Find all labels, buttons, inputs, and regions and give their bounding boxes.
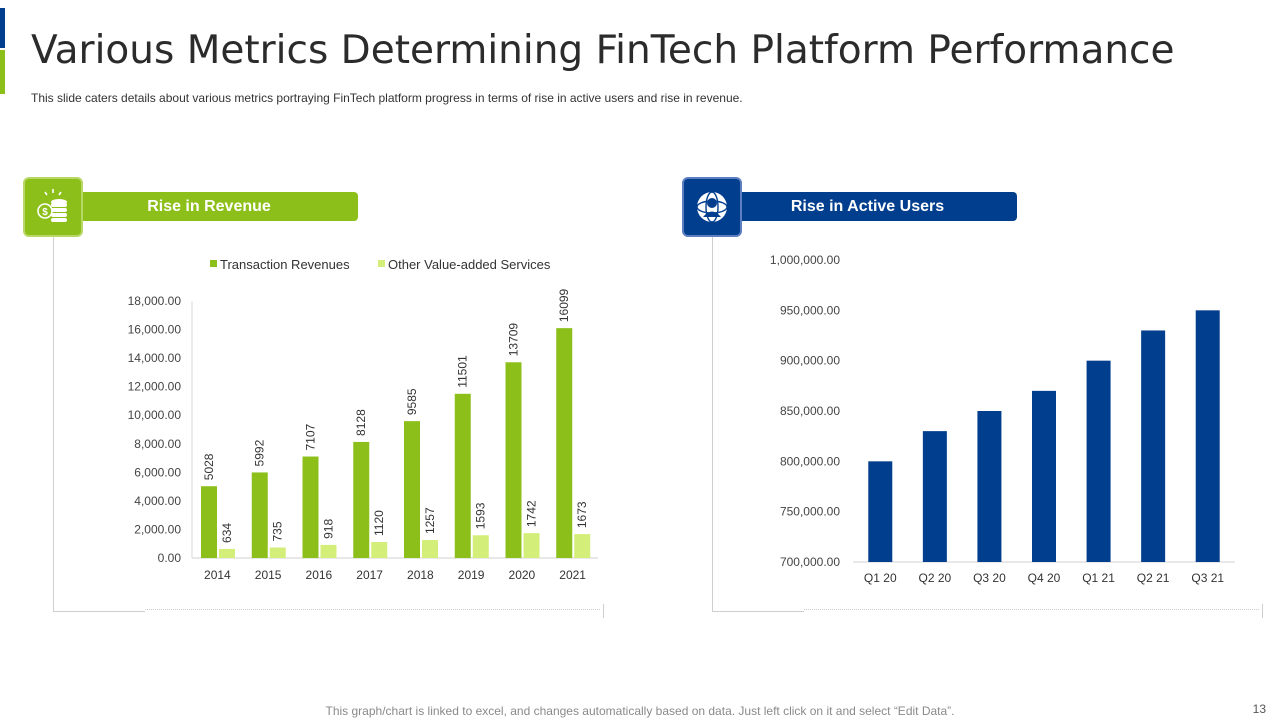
y-tick-label: 950,000.00 [780, 303, 840, 317]
data-label-transaction-revenues: 16099 [557, 288, 571, 322]
bar-other-services [422, 540, 438, 558]
x-tick-label: Q3 20 [973, 571, 1006, 585]
accent-bar-green [0, 50, 5, 94]
legend-label-other-services: Other Value-added Services [388, 257, 551, 272]
data-label-other-services: 1742 [525, 500, 539, 527]
data-label-other-services: 1120 [372, 510, 386, 536]
bar-active-users [1141, 330, 1166, 562]
y-tick-label: 2,000.00 [134, 522, 181, 536]
revenue-panel-frame [53, 232, 54, 612]
x-tick-label: 2020 [509, 568, 536, 582]
y-tick-label: 10,000.00 [128, 408, 182, 422]
x-tick-label: Q2 21 [1137, 571, 1170, 585]
page-subtitle: This slide caters details about various … [31, 91, 743, 105]
bar-transaction-revenues [201, 486, 217, 558]
y-tick-label: 4,000.00 [134, 494, 181, 508]
data-label-other-services: 1593 [474, 502, 488, 529]
revenue-panel-end-tick [603, 604, 604, 618]
y-tick-label: 14,000.00 [128, 351, 182, 365]
data-label-other-services: 735 [271, 521, 285, 541]
legend-label-transaction-revenues: Transaction Revenues [220, 257, 350, 272]
bar-transaction-revenues [505, 362, 522, 558]
y-tick-label: 18,000.00 [128, 294, 182, 308]
bar-active-users [868, 461, 893, 562]
users-panel-bottom-line [712, 611, 804, 612]
y-tick-label: 900,000.00 [780, 354, 840, 368]
svg-text:$: $ [42, 207, 48, 218]
data-label-transaction-revenues: 9585 [405, 388, 419, 415]
bar-transaction-revenues [353, 441, 370, 558]
users-panel-bottom-dots [804, 609, 1259, 613]
users-header: Rise in Active Users [718, 192, 1017, 221]
page-number: 13 [1252, 702, 1266, 716]
y-tick-label: 8,000.00 [134, 437, 181, 451]
data-label-other-services: 634 [220, 523, 234, 543]
x-tick-label: 2019 [458, 568, 485, 582]
x-tick-label: Q1 21 [1082, 571, 1115, 585]
x-tick-label: Q3 21 [1191, 571, 1224, 585]
bar-transaction-revenues [404, 421, 420, 558]
user-globe-icon [682, 177, 742, 237]
money-coins-icon: $ [23, 177, 83, 237]
page-title: Various Metrics Determining FinTech Plat… [31, 28, 1175, 73]
users-panel-end-tick [1262, 604, 1263, 618]
data-label-transaction-revenues: 5028 [202, 453, 216, 480]
data-label-transaction-revenues: 11501 [456, 355, 470, 388]
x-tick-label: Q4 20 [1028, 571, 1061, 585]
y-tick-label: 0.00 [158, 551, 182, 565]
bar-other-services [472, 535, 489, 558]
y-tick-label: 800,000.00 [780, 454, 840, 468]
y-tick-label: 6,000.00 [134, 465, 181, 479]
data-label-transaction-revenues: 13709 [507, 323, 521, 357]
x-tick-label: 2015 [255, 568, 282, 582]
revenue-panel-bottom-dots [145, 609, 600, 613]
revenue-chart: Transaction Revenues Other Value-added Se… [128, 257, 598, 582]
bar-active-users [1032, 390, 1056, 562]
bar-active-users [1195, 310, 1220, 562]
y-tick-label: 16,000.00 [128, 323, 182, 337]
x-tick-label: Q2 20 [919, 571, 952, 585]
legend-swatch-transaction-revenues [210, 260, 217, 267]
x-tick-label: Q1 20 [864, 571, 897, 585]
bar-active-users [922, 431, 947, 562]
chart-legend: Transaction Revenues Other Value-added Se… [210, 257, 551, 272]
bar-other-services [523, 533, 540, 558]
bar-transaction-revenues [251, 472, 268, 558]
y-tick-label: 700,000.00 [780, 555, 840, 569]
bar-other-services [371, 542, 388, 558]
bar-other-services [269, 547, 286, 558]
bar-active-users [1086, 360, 1111, 562]
footer-note: This graph/chart is linked to excel, and… [325, 704, 955, 718]
legend-swatch-other-services [378, 260, 385, 267]
y-tick-label: 850,000.00 [780, 404, 840, 418]
accent-bar-blue [0, 8, 5, 48]
x-tick-label: 2014 [204, 568, 231, 582]
data-label-transaction-revenues: 8128 [354, 409, 368, 436]
bar-active-users [977, 411, 1002, 562]
revenue-panel-bottom-line [53, 611, 145, 612]
revenue-header: Rise in Revenue [60, 192, 358, 221]
bar-transaction-revenues [302, 456, 319, 558]
data-label-transaction-revenues: 7107 [304, 424, 318, 451]
x-tick-label: 2017 [356, 568, 383, 582]
active-users-chart: 700,000.00 750,000.00 800,000.00 850,000.00… [770, 253, 1235, 585]
users-panel-frame [712, 232, 713, 612]
data-label-transaction-revenues: 5992 [253, 439, 267, 466]
x-tick-label: 2016 [306, 568, 333, 582]
x-tick-label: 2021 [559, 568, 586, 582]
y-tick-label: 750,000.00 [780, 505, 840, 519]
bar-other-services [320, 544, 337, 558]
data-label-other-services: 918 [322, 519, 336, 539]
y-tick-label: 1,000,000.00 [770, 253, 840, 267]
data-label-other-services: 1257 [423, 507, 437, 534]
x-tick-label: 2018 [407, 568, 434, 582]
y-tick-label: 12,000.00 [128, 380, 182, 394]
bar-other-services [574, 534, 591, 558]
bar-other-services [219, 548, 235, 558]
data-label-other-services: 1673 [575, 501, 589, 528]
bar-transaction-revenues [556, 328, 573, 558]
bar-transaction-revenues [454, 393, 471, 558]
